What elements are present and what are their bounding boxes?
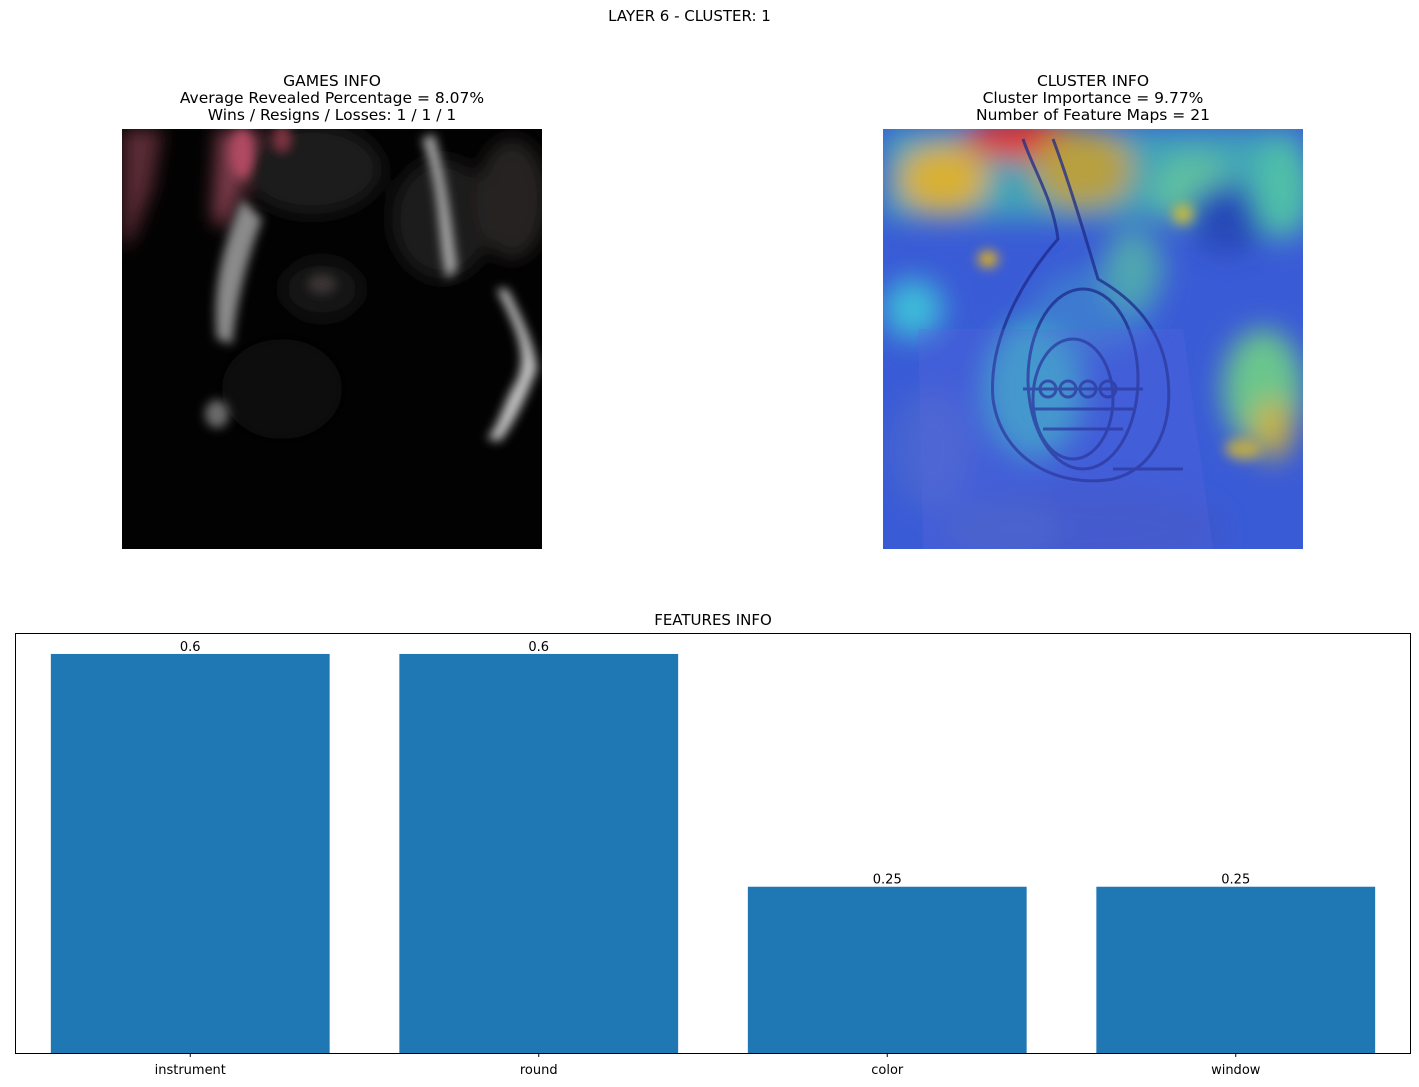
features-bar-chart: 0.6 0.6 0.25 0.25 instrument round color windo…: [15, 633, 1411, 1078]
cluster-info-importance: Cluster Importance = 9.77%: [982, 89, 1204, 107]
bar-value-label: 0.6: [180, 640, 201, 655]
x-tick-label: color: [871, 1063, 904, 1078]
x-tick-label: instrument: [155, 1063, 226, 1078]
revealed-image-graphic: [122, 129, 542, 549]
bar-value-label: 0.6: [528, 640, 549, 655]
bar-value-label: 0.25: [1221, 873, 1250, 888]
figure-title: LAYER 6 - CLUSTER: 1: [608, 7, 771, 25]
bar-instrument: [50, 653, 330, 1053]
plot-frame: [15, 633, 1411, 1054]
revealed-image: [122, 129, 542, 549]
games-info-title: GAMES INFO: [283, 72, 381, 90]
cluster-info-title: CLUSTER INFO: [1036, 72, 1150, 90]
x-tick-label: window: [1211, 1063, 1261, 1078]
games-info-revealed-percentage: Average Revealed Percentage = 8.07%: [179, 89, 485, 107]
bar-window: [1096, 886, 1376, 1053]
features-info-title: FEATURES INFO: [654, 611, 772, 629]
cluster-heatmap-image: [883, 129, 1303, 549]
games-info-results: Wins / Resigns / Losses: 1 / 1 / 1: [207, 106, 457, 124]
cluster-info-feature-maps: Number of Feature Maps = 21: [976, 106, 1210, 124]
cluster-info-title-block: CLUSTER INFO Cluster Importance = 9.77% …: [883, 73, 1303, 124]
x-axis-ticks: instrument round color window: [155, 1053, 1261, 1078]
cluster-heatmap-graphic: [883, 129, 1303, 549]
bar-round: [399, 653, 679, 1053]
bars-layer: 0.6 0.6 0.25 0.25: [50, 640, 1376, 1053]
games-info-title-block: GAMES INFO Average Revealed Percentage =…: [122, 73, 542, 124]
bar-value-label: 0.25: [873, 873, 902, 888]
x-tick-label: round: [520, 1063, 558, 1078]
bar-color: [747, 886, 1027, 1053]
